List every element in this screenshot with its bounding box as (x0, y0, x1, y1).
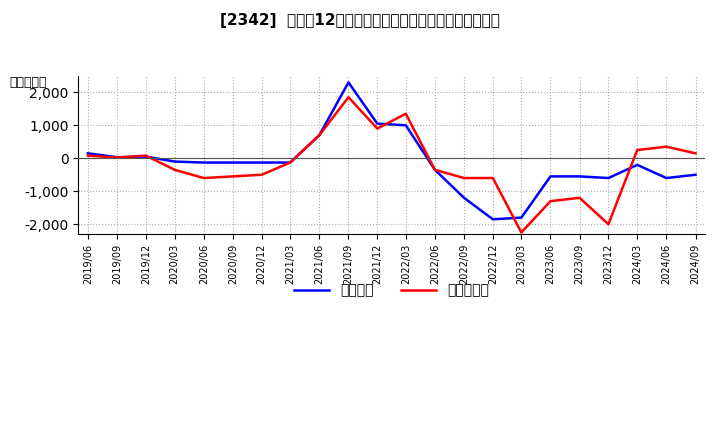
Line: 当期純利益: 当期純利益 (88, 97, 696, 232)
Text: [2342]  利益の12か月移動合計の対前年同期増減額の推移: [2342] 利益の12か月移動合計の対前年同期増減額の推移 (220, 13, 500, 28)
Y-axis label: （百万円）: （百万円） (9, 76, 47, 89)
Legend: 経常利益, 当期純利益: 経常利益, 当期純利益 (289, 278, 495, 303)
Line: 経常利益: 経常利益 (88, 82, 696, 219)
